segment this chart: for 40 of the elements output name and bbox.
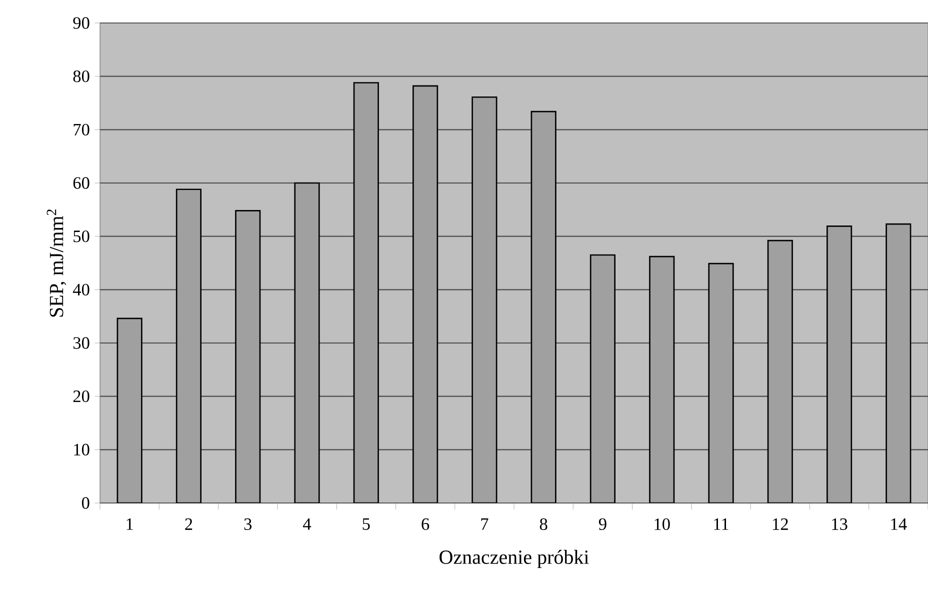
- y-axis-title: SEP, mJ/mm$^{2}$: [46, 209, 66, 317]
- y-tick-label: 50: [74, 230, 90, 242]
- bar: [412, 85, 438, 503]
- x-tick-label: 13: [832, 518, 848, 530]
- x-tick-label: 6: [422, 518, 430, 530]
- bar: [708, 262, 734, 503]
- bar: [649, 256, 675, 503]
- x-tick-label: 9: [598, 518, 606, 530]
- bar: [353, 82, 379, 503]
- y-tick-label: 10: [74, 444, 90, 456]
- x-tick-label: 14: [891, 518, 907, 530]
- bar: [767, 240, 793, 503]
- bar: [886, 223, 912, 503]
- x-tick-label: 3: [244, 518, 252, 530]
- y-tick-label: 0: [82, 497, 90, 509]
- bar: [116, 318, 142, 503]
- x-axis-title: Oznaczenie próbki: [440, 550, 589, 568]
- bar: [294, 182, 320, 503]
- x-tick-label: 11: [714, 518, 728, 530]
- y-tick-label: 80: [73, 70, 90, 82]
- y-tick-label: 70: [74, 124, 90, 136]
- x-tick-label: 1: [126, 518, 133, 530]
- bar: [590, 254, 616, 503]
- y-tick-label: 20: [73, 390, 90, 402]
- bar: [176, 188, 202, 503]
- x-tick-label: 12: [773, 518, 788, 530]
- bar: [530, 110, 556, 503]
- x-tick-label: 8: [540, 518, 548, 530]
- x-tick-label: 5: [362, 518, 370, 530]
- y-tick-label: 60: [73, 177, 90, 189]
- x-tick-label: 2: [185, 518, 192, 530]
- x-tick-label: 7: [481, 518, 488, 530]
- x-tick-label: 10: [654, 518, 670, 530]
- bar: [235, 210, 261, 503]
- y-tick-label: 40: [72, 284, 90, 296]
- y-tick-label: 30: [73, 337, 90, 349]
- bar: [472, 96, 498, 503]
- bar: [826, 226, 852, 503]
- y-tick-label: 90: [73, 17, 90, 29]
- x-tick-label: 4: [303, 518, 312, 530]
